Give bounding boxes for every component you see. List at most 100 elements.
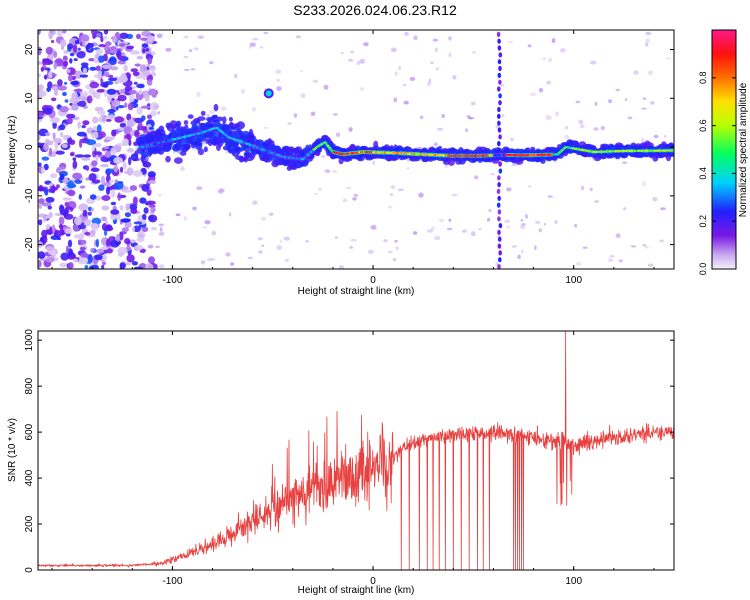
- spectrogram-cell: [40, 66, 45, 72]
- spectrogram-cell: [236, 121, 246, 130]
- spectrogram-cell: [187, 114, 194, 119]
- spectrogram-cell: [394, 240, 398, 243]
- colorbar-tick-label: 0.4: [698, 167, 708, 180]
- spectrogram-cell: [124, 238, 131, 245]
- spectrogram-cell: [615, 88, 620, 92]
- spectrogram-cell: [105, 219, 109, 225]
- spectrogram-cell: [663, 134, 667, 138]
- spectrogram-cell: [293, 113, 298, 118]
- spectrogram-cell: [624, 98, 628, 101]
- spectrogram-cell: [105, 225, 112, 231]
- spectrogram-cell: [575, 100, 581, 104]
- spectrogram-cell: [56, 166, 66, 171]
- spectrogram-cell: [520, 224, 526, 230]
- spectrogram-cell: [406, 167, 410, 170]
- spectrogram-cell: [258, 250, 263, 254]
- spectrogram-cell: [119, 122, 127, 128]
- spectrogram-cell: [38, 259, 42, 269]
- spectrogram-cell: [433, 142, 438, 147]
- spectrogram-cell: [96, 249, 105, 254]
- spectrogram-cell: [547, 57, 553, 63]
- spectrogram-x-tick-label: 100: [565, 275, 582, 286]
- spectrogram-cell: [82, 91, 88, 98]
- spectrogram-cell: [129, 239, 136, 244]
- spectrogram-cell: [100, 175, 106, 185]
- spectrogram-cell: [80, 252, 89, 259]
- spectrogram-cell: [117, 55, 124, 61]
- spectrogram-cell: [324, 169, 331, 174]
- spectrogram-cell: [538, 228, 542, 233]
- spectrogram-cell: [125, 203, 130, 211]
- spectrogram-cell: [234, 73, 238, 79]
- spectrogram-cell: [101, 264, 105, 269]
- spectrogram-cell: [78, 203, 89, 212]
- spectrogram-cell: [112, 35, 118, 44]
- spectrogram-cell: [102, 261, 106, 266]
- spectrogram-cell: [506, 226, 511, 229]
- spectrogram-cell: [115, 233, 121, 242]
- spectrogram-cell: [372, 160, 376, 165]
- spectrogram-cell: [525, 214, 528, 219]
- spectrogram-cell: [225, 252, 231, 257]
- spectrogram-cell: [434, 235, 441, 241]
- spectrogram-cell: [102, 64, 112, 69]
- spectrogram-cell: [370, 225, 377, 230]
- spectrogram-cell: [59, 173, 65, 180]
- spectrogram-cell: [145, 263, 154, 269]
- spectrogram-cell: [499, 84, 505, 87]
- spectrogram-cell: [497, 264, 501, 269]
- spectrogram-cell: [148, 126, 155, 131]
- spectrogram-cell: [96, 124, 102, 133]
- spectrogram-cell: [310, 111, 316, 117]
- spectrogram-cell: [155, 245, 160, 248]
- spectrogram-cell: [67, 74, 73, 82]
- spectrogram-cell: [230, 262, 235, 266]
- spectrogram-cell: [92, 150, 97, 158]
- spectrogram-cell: [248, 45, 252, 49]
- spectrogram-cell: [124, 220, 132, 229]
- spectrogram-cell: [61, 143, 68, 148]
- spectrogram-cell: [356, 61, 360, 66]
- spectrogram-cell: [77, 100, 87, 107]
- spectrogram-cell: [497, 86, 501, 92]
- spectrogram-cell: [607, 258, 614, 263]
- spectrogram-cell: [332, 113, 338, 116]
- spectrogram-cell: [141, 184, 150, 192]
- spectrogram-y-tick-label: -10: [24, 188, 35, 203]
- spectrogram-cell: [506, 187, 512, 192]
- spectrogram-cell: [76, 51, 86, 59]
- spectrogram-cell: [67, 43, 74, 50]
- spectrogram-cell: [175, 120, 182, 127]
- spectrogram-cell: [54, 257, 59, 262]
- spectrogram-cell: [157, 111, 160, 115]
- spectrogram-cell: [138, 89, 143, 95]
- spectrogram-cell: [84, 231, 91, 236]
- spectrogram-cell: [108, 77, 118, 82]
- spectrogram-cell: [496, 202, 501, 208]
- spectrogram-cell: [41, 229, 48, 238]
- spectrogram-cell: [141, 226, 149, 233]
- spectrogram-cell: [645, 42, 649, 47]
- spectrogram-cell: [497, 106, 501, 113]
- spectrogram-cell: [627, 116, 633, 120]
- spectrogram-cell: [147, 36, 154, 45]
- spectrogram-cell: [50, 173, 58, 179]
- spectrogram-cell: [474, 175, 479, 180]
- spectrogram-cell: [158, 264, 165, 269]
- spectrogram-cell: [59, 131, 64, 138]
- spectrogram-cell: [56, 30, 63, 37]
- spectrogram-cell: [534, 245, 537, 251]
- spectrogram-cell: [295, 35, 302, 39]
- spectrogram-cell: [79, 138, 83, 148]
- spectrogram-cell: [124, 102, 128, 108]
- spectrogram-cell: [394, 71, 398, 76]
- spectrogram-cell: [95, 154, 99, 162]
- spectrogram-cell: [555, 111, 559, 117]
- spectrogram-cell: [497, 243, 502, 249]
- spectrogram-cell: [67, 262, 74, 269]
- spectrogram-cell: [642, 97, 647, 100]
- spectrogram-cell: [367, 249, 374, 255]
- spectrogram-cell: [448, 218, 452, 222]
- spectrogram-cell: [468, 117, 475, 120]
